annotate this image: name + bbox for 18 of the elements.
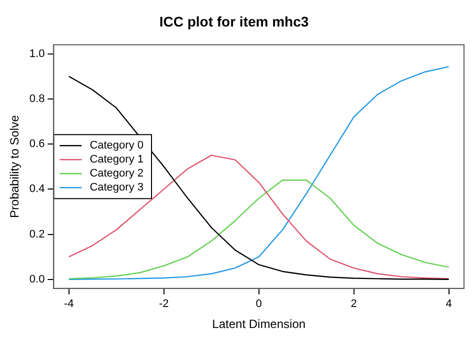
legend-label: Category 1 <box>90 154 144 166</box>
legend-label: Category 2 <box>90 168 144 180</box>
y-tick-label: 1.0 <box>29 48 45 60</box>
y-tick-label: 0.6 <box>29 138 45 150</box>
y-tick-label: 0.0 <box>29 273 45 286</box>
legend-label: Category 0 <box>90 140 144 152</box>
x-tick-label: 0 <box>256 298 262 310</box>
y-axis-title: Probability to Solve <box>8 114 22 218</box>
x-tick-label: -4 <box>64 298 74 310</box>
x-tick-label: -2 <box>158 298 169 310</box>
legend-label: Category 3 <box>90 182 144 194</box>
x-tick-label: 4 <box>446 298 452 310</box>
x-tick-label: 2 <box>350 298 357 310</box>
y-tick-label: 0.8 <box>29 92 45 105</box>
x-axis-title: Latent Dimension <box>212 317 306 332</box>
y-tick-label: 0.2 <box>29 228 45 240</box>
y-tick-label: 0.4 <box>29 183 45 196</box>
chart-title: ICC plot for item mhc3 <box>159 13 309 30</box>
